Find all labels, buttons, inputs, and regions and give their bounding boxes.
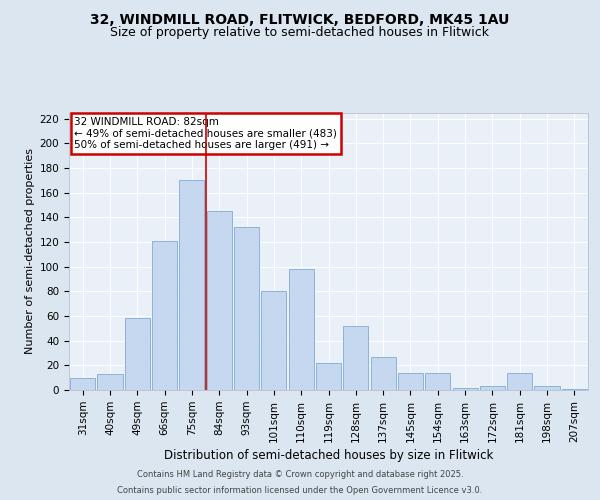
Bar	[480, 386, 505, 390]
Bar	[289, 269, 314, 390]
Bar	[562, 389, 587, 390]
Text: 32 WINDMILL ROAD: 82sqm
← 49% of semi-detached houses are smaller (483)
50% of s: 32 WINDMILL ROAD: 82sqm ← 49% of semi-de…	[74, 116, 337, 150]
Text: Contains HM Land Registry data © Crown copyright and database right 2025.: Contains HM Land Registry data © Crown c…	[137, 470, 463, 479]
Bar	[535, 386, 560, 390]
Bar	[316, 363, 341, 390]
Bar	[152, 241, 177, 390]
Text: Size of property relative to semi-detached houses in Flitwick: Size of property relative to semi-detach…	[110, 26, 490, 39]
Bar	[234, 227, 259, 390]
Bar	[70, 378, 95, 390]
Bar	[452, 388, 478, 390]
Y-axis label: Number of semi-detached properties: Number of semi-detached properties	[25, 148, 35, 354]
Bar	[97, 374, 122, 390]
Text: 32, WINDMILL ROAD, FLITWICK, BEDFORD, MK45 1AU: 32, WINDMILL ROAD, FLITWICK, BEDFORD, MK…	[91, 12, 509, 26]
Bar	[398, 372, 423, 390]
Bar	[343, 326, 368, 390]
Bar	[262, 292, 286, 390]
Bar	[507, 372, 532, 390]
Bar	[425, 372, 451, 390]
Bar	[371, 356, 395, 390]
Bar	[125, 318, 150, 390]
Bar	[206, 211, 232, 390]
Text: Contains public sector information licensed under the Open Government Licence v3: Contains public sector information licen…	[118, 486, 482, 495]
Bar	[179, 180, 205, 390]
X-axis label: Distribution of semi-detached houses by size in Flitwick: Distribution of semi-detached houses by …	[164, 449, 493, 462]
